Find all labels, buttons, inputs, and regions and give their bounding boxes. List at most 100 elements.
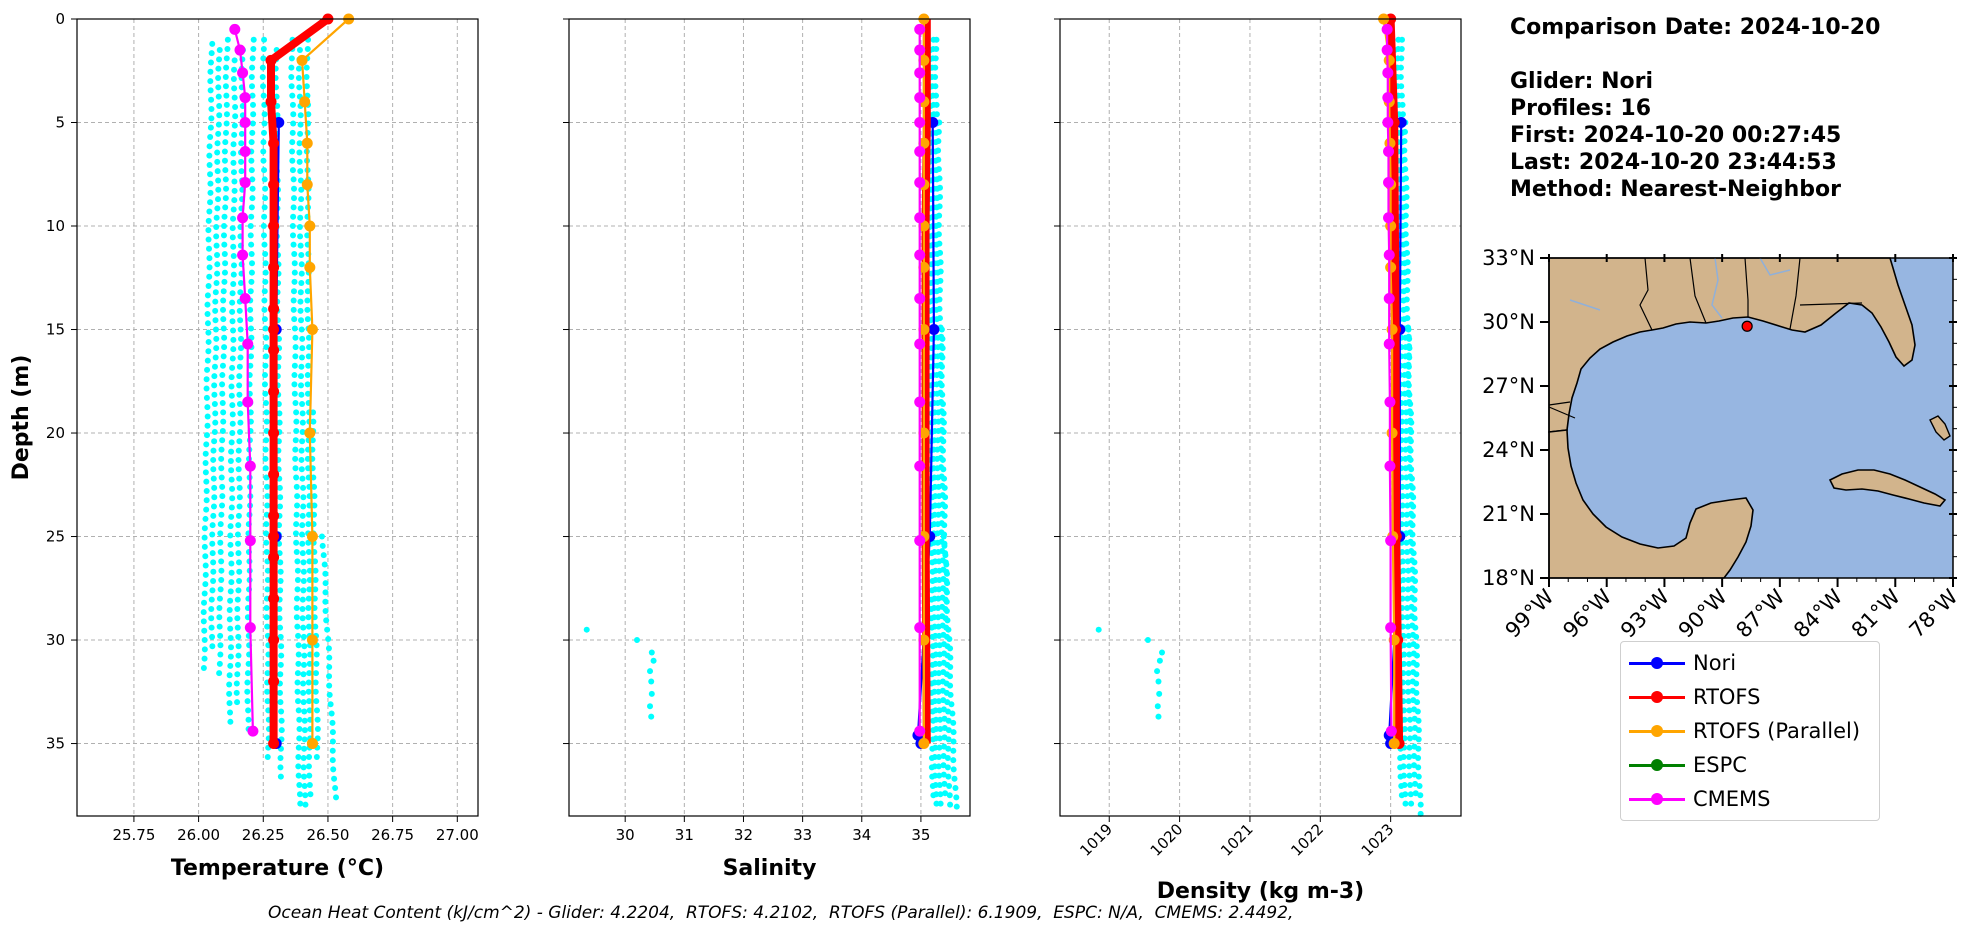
glider-point	[216, 47, 223, 54]
glider-point	[206, 264, 213, 271]
glider-point	[214, 251, 221, 258]
glider-point	[330, 766, 337, 773]
glider-point	[935, 166, 942, 173]
glider-point	[1402, 231, 1409, 238]
glider-point	[1401, 156, 1408, 163]
glider-point	[245, 707, 252, 714]
glider-point	[322, 580, 329, 587]
glider-point	[230, 280, 237, 287]
glider-point	[227, 597, 234, 604]
glider-point	[1399, 558, 1406, 565]
glider-point	[302, 792, 309, 799]
glider-point	[328, 710, 335, 717]
map-borders	[1548, 257, 1863, 419]
glider-point	[222, 176, 229, 183]
glider-point	[1407, 456, 1414, 463]
glider-point	[210, 559, 217, 566]
map-lat-label: 27°N	[1482, 374, 1535, 398]
glider-point	[222, 129, 229, 136]
glider-point	[1408, 419, 1415, 426]
x-axis-label: Density (kg m-3)	[1157, 879, 1365, 904]
glider-point	[276, 689, 283, 696]
glider-point	[205, 283, 212, 290]
glider-point	[222, 167, 229, 174]
glider-point	[304, 46, 311, 53]
glider-point	[1402, 221, 1409, 228]
glider-point	[236, 568, 243, 575]
map-land-mexico	[1548, 429, 1754, 579]
series-point	[1385, 261, 1397, 273]
glider-point	[205, 227, 212, 234]
glider-point	[234, 661, 241, 668]
glider-point	[247, 223, 254, 230]
series-point	[1385, 535, 1397, 547]
series-point	[1385, 725, 1397, 737]
glider-point	[261, 316, 268, 323]
glider-point	[207, 124, 214, 131]
glider-point	[1397, 64, 1404, 71]
glider-point	[305, 614, 312, 621]
glider-point	[306, 781, 313, 788]
glider-point	[944, 764, 951, 771]
series-point	[268, 386, 280, 398]
glider-point	[300, 587, 307, 594]
glider-point	[947, 645, 954, 652]
glider-point	[1400, 577, 1407, 584]
legend-label: ESPC	[1693, 753, 1747, 777]
glider-point	[942, 494, 949, 501]
glider-point	[311, 502, 318, 509]
glider-point	[236, 503, 243, 510]
glider-point	[292, 437, 299, 444]
glider-point	[229, 234, 236, 241]
glider-point	[228, 560, 235, 567]
glider-point	[201, 637, 208, 644]
glider-point	[247, 316, 254, 323]
glider-point	[322, 608, 329, 615]
glider-point	[325, 645, 332, 652]
glider-point	[229, 318, 236, 325]
x-tick-label: 1019	[1076, 820, 1116, 860]
series-point	[914, 622, 926, 634]
map-land-cuba	[1828, 469, 1947, 507]
glider-point	[244, 698, 251, 705]
glider-point	[208, 96, 215, 103]
glider-point	[261, 306, 268, 313]
glider-point	[248, 73, 255, 80]
glider-point	[238, 168, 245, 175]
series-point	[914, 249, 926, 261]
glider-point	[1399, 586, 1406, 593]
glider-point	[205, 348, 212, 355]
glider-point	[290, 176, 297, 183]
glider-point	[229, 430, 236, 437]
glider-point	[304, 297, 311, 304]
series-point	[918, 634, 930, 646]
glider-point	[299, 540, 306, 547]
glider-point	[943, 570, 950, 577]
glider-point	[304, 372, 311, 379]
series-point	[265, 54, 277, 66]
glider-point	[304, 288, 311, 295]
glider-point	[228, 504, 235, 511]
glider-point	[305, 334, 312, 341]
glider-point	[299, 522, 306, 529]
series-line-rtofs	[921, 19, 931, 744]
glider-point	[228, 383, 235, 390]
glider-point	[236, 484, 243, 491]
glider-point	[215, 121, 222, 128]
glider-point	[295, 698, 302, 705]
glider-point	[209, 531, 216, 538]
glider-point	[1409, 522, 1416, 529]
glider-point	[299, 512, 306, 519]
glider-point	[208, 106, 215, 113]
glider-point	[296, 140, 303, 147]
glider-point	[205, 329, 212, 336]
glider-point	[950, 719, 957, 726]
glider-point	[263, 549, 270, 556]
glider-point	[277, 633, 284, 640]
glider-point	[204, 366, 211, 373]
legend-marker	[1629, 687, 1685, 707]
series-point	[268, 675, 280, 687]
glider-point	[333, 794, 340, 801]
glider-point	[306, 707, 313, 714]
glider-point	[223, 55, 230, 62]
